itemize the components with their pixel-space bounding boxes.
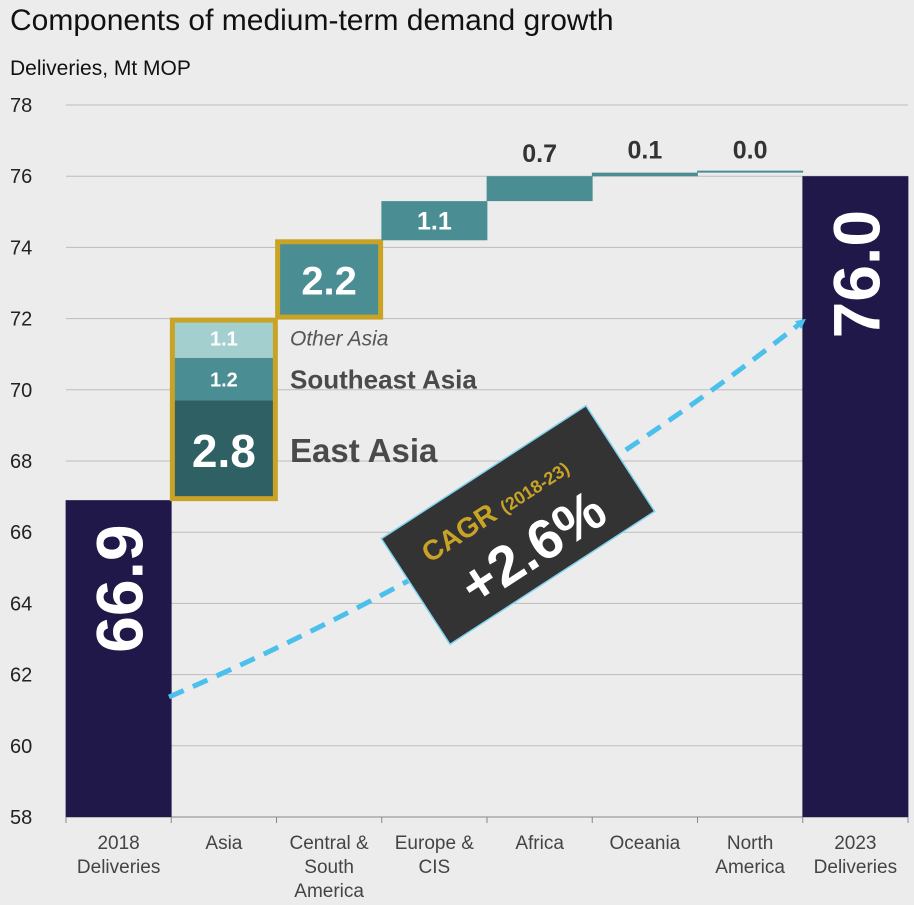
y-axis: 58 60 62 64 66 68 70 72 74 76 78 <box>10 95 909 829</box>
bar-asia-segment-value: 1.1 <box>210 328 238 350</box>
category-label: Europe & CIS <box>395 833 475 878</box>
y-tick-label: 66 <box>10 522 32 544</box>
category-label: Oceania <box>609 833 680 854</box>
category-label: North America <box>715 833 785 878</box>
y-tick-label: 76 <box>10 166 32 188</box>
bar-2023-deliveries <box>802 176 909 817</box>
y-tick-label: 62 <box>10 665 32 687</box>
chart-subtitle: Deliveries, Mt MOP <box>10 57 191 80</box>
category-label: 2023 Deliveries <box>814 833 897 878</box>
chart-title: Components of medium-term demand growth <box>10 4 614 37</box>
bar-increment-value-label: 0.7 <box>522 140 557 168</box>
csa-highlight-box <box>275 239 384 320</box>
category-label: Asia <box>205 833 242 854</box>
category-label: Central & South America <box>290 833 370 902</box>
bar-2018-value-label: 66.9 <box>83 524 157 652</box>
bar-increment <box>276 240 383 319</box>
bar-2018-deliveries <box>65 500 172 817</box>
bar-increment-value-label: 2.2 <box>301 259 357 303</box>
x-axis: 2018 Deliveries Asia Central & South America E… <box>77 833 897 902</box>
y-tick-label: 78 <box>10 95 32 117</box>
bar-increment <box>381 201 488 241</box>
asia-segment-name: Southeast Asia <box>290 364 477 394</box>
cagr-callout-box <box>380 404 656 646</box>
bar-increment <box>591 172 698 177</box>
y-tick-label: 64 <box>10 593 32 615</box>
asia-segment-name: East Asia <box>290 432 438 469</box>
bar-2023-value-label: 76.0 <box>819 210 893 338</box>
asia-segment-name: Other Asia <box>290 328 388 351</box>
annotations: East Asia Southeast Asia Other Asia CAGR (2… <box>168 318 806 700</box>
category-label: 2018 Deliveries <box>77 833 160 878</box>
y-tick-label: 70 <box>10 380 32 402</box>
y-tick-label: 74 <box>10 237 32 259</box>
y-tick-label: 60 <box>10 736 32 758</box>
bars: 66.9 2.8 1.2 1.1 2.2 1.1 0.7 0.1 0.0 76.0 <box>65 137 909 817</box>
bar-asia-segment-value: 2.8 <box>192 425 256 477</box>
bar-increment-value-label: 1.1 <box>417 208 452 236</box>
y-tick-label: 68 <box>10 451 32 473</box>
bar-increment-value-label: 0.1 <box>627 137 662 165</box>
y-tick-label: 58 <box>10 807 32 829</box>
bar-asia-segment <box>170 318 277 358</box>
bar-asia-segment-value: 1.2 <box>210 369 238 391</box>
category-label: Africa <box>515 833 564 854</box>
bar-increment-value-label: 0.0 <box>733 137 768 165</box>
bar-asia-segment <box>170 400 277 501</box>
bar-increment <box>697 170 804 173</box>
bar-increment <box>486 176 593 202</box>
bar-asia-segment <box>170 357 277 401</box>
y-tick-label: 72 <box>10 309 32 331</box>
cagr-callout: CAGR (2018-23)+2.6% <box>380 404 656 646</box>
asia-highlight-box <box>169 317 278 502</box>
